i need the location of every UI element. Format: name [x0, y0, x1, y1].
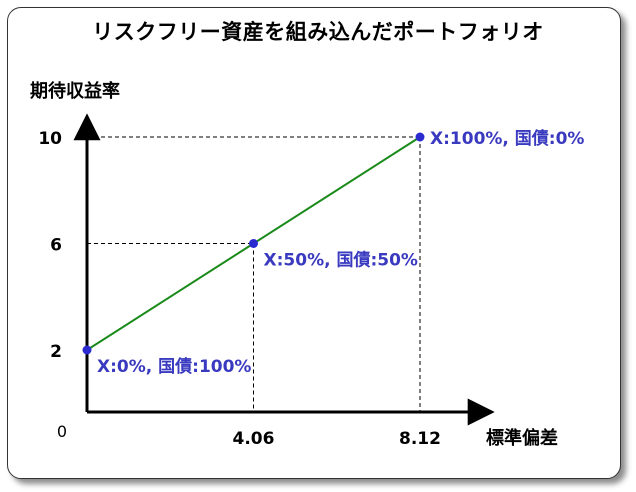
point-label-0: X:0%, 国債:100% [97, 356, 251, 377]
y-tick-label-2: 10 [38, 129, 62, 149]
data-point-0 [82, 345, 92, 355]
y-axis-title: 期待収益率 [30, 80, 120, 102]
data-point-1 [249, 239, 258, 248]
x-axis-title: 標準偏差 [486, 427, 558, 449]
point-label-1: X:50%, 国債:50% [264, 250, 418, 271]
y-tick-label-0: 2 [50, 342, 62, 362]
origin-label: 0 [57, 422, 67, 441]
y-tick-label-1: 6 [50, 236, 62, 256]
point-label-2: X:100%, 国債:0% [430, 128, 584, 149]
chart-title: リスクフリー資産を組み込んだポートフォリオ [92, 20, 544, 44]
x-tick-label-0: 4.06 [233, 429, 275, 449]
data-point-2 [415, 132, 425, 142]
x-tick-label-1: 8.12 [399, 429, 441, 449]
